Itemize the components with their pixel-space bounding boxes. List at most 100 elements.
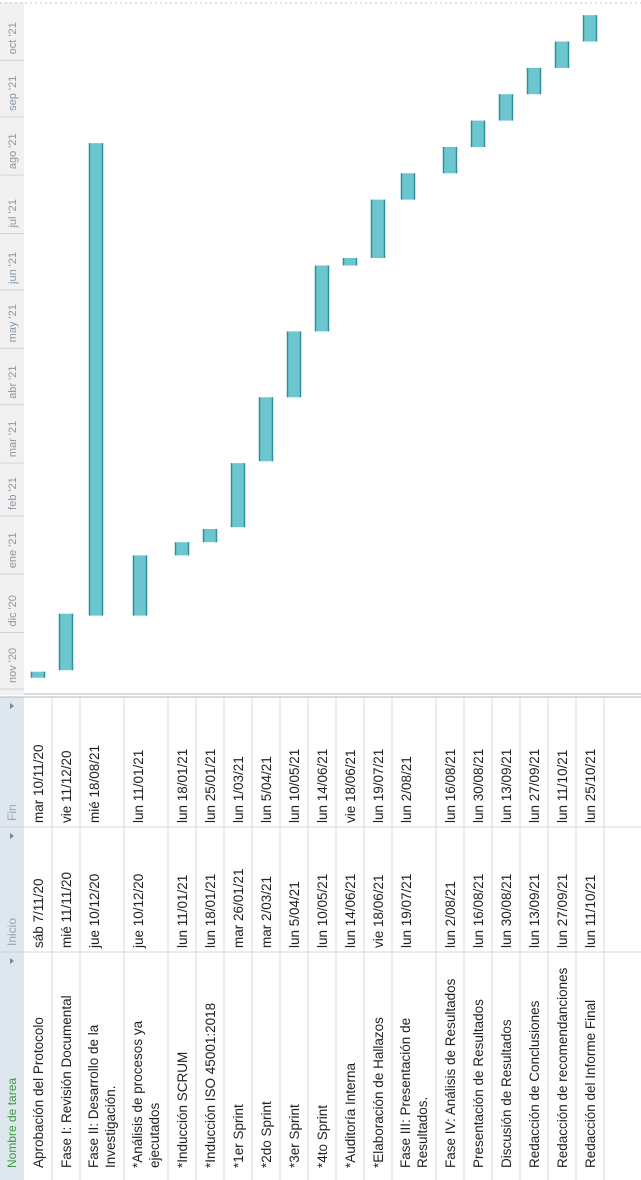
task-end-text: lun 11/10/21 xyxy=(555,750,570,823)
gantt-bar-fill xyxy=(203,529,217,543)
task-start-text: mar 26/01/21 xyxy=(231,868,246,948)
task-name-text: *4to Sprint xyxy=(315,1105,330,1168)
gantt-bar[interactable] xyxy=(286,331,302,398)
task-name-text: *Elaboración de Hallazos xyxy=(371,1017,386,1168)
gantt-bar[interactable] xyxy=(258,397,274,462)
task-name-text: Presentación de Resultados xyxy=(471,999,486,1168)
table-row[interactable]: *2do Sprint mar 2/03/21 lun 5/04/21 xyxy=(259,697,281,1180)
gantt-bar-fill xyxy=(401,173,415,200)
gantt-bar-fill xyxy=(499,94,513,121)
table-row[interactable]: *Inducción ISO 45001:2018 lun 18/01/21 lun… xyxy=(203,697,225,1180)
task-name-text: Fase II: Desarrollo de la xyxy=(86,1024,101,1168)
task-end-text: lun 2/08/21 xyxy=(399,756,414,823)
filter-dropdown-icon[interactable] xyxy=(10,703,14,709)
table-row[interactable]: *Elaboración de Hallazos vie 18/06/21 lun … xyxy=(371,697,393,1180)
gantt-bar-fill xyxy=(555,41,569,68)
task-end-text: mar 10/11/20 xyxy=(31,744,46,823)
gantt-bar-fill xyxy=(443,146,457,174)
task-start-text: lun 27/09/21 xyxy=(555,874,570,948)
table-row[interactable]: Redacción de Conclusiones lun 13/09/21 lun… xyxy=(527,697,549,1180)
task-name-text: *1er Sprint xyxy=(231,1104,246,1168)
table-row[interactable]: Fase IV: Análisis de Resultados lun 2/08/… xyxy=(443,697,465,1180)
gantt-bar[interactable] xyxy=(314,265,330,332)
task-end-text: lun 18/01/21 xyxy=(175,749,190,823)
task-name-text: Discusión de Resultados xyxy=(499,1019,514,1168)
gantt-bar-fill xyxy=(287,331,301,398)
table-row[interactable]: *1er Sprint mar 26/01/21 lun 1/03/21 xyxy=(231,697,253,1180)
table-row[interactable]: *3er Sprint lun 5/04/21 lun 10/05/21 xyxy=(287,697,309,1180)
task-start-text: lun 2/08/21 xyxy=(443,881,458,948)
table-row[interactable]: *Análisis de procesos ya ejecutados jue 10… xyxy=(130,697,169,1180)
gantt-bar[interactable] xyxy=(58,613,74,671)
table-row[interactable]: *Inducción SCRUM lun 11/01/21 lun 18/01/21 xyxy=(175,697,197,1180)
timescale-tick-label: dic '20 xyxy=(7,595,19,626)
gantt-bar-fill xyxy=(471,120,485,147)
task-name-text: ejecutados xyxy=(147,1102,162,1168)
gantt-bar[interactable] xyxy=(230,463,246,528)
task-name-text: *2do Sprint xyxy=(259,1101,274,1168)
timescale-tick-label: abr '21 xyxy=(7,365,19,398)
gantt-bar[interactable] xyxy=(174,542,190,556)
task-name-text: Redacción de Conclusiones xyxy=(527,1000,542,1168)
task-end-text: lun 14/06/21 xyxy=(315,749,330,823)
task-start-text: lun 16/08/21 xyxy=(471,874,486,948)
gantt-bar[interactable] xyxy=(342,257,358,266)
gantt-bar[interactable] xyxy=(442,146,458,174)
header-end: Fin xyxy=(5,804,19,821)
timescale-tick-label: ago '21 xyxy=(7,133,19,169)
table-row[interactable]: Fase II: Desarrollo de la Investigación. j… xyxy=(86,697,125,1180)
table-row[interactable]: Redacción de recomendanciones lun 27/09/2… xyxy=(555,697,577,1180)
header-start: Inicio xyxy=(5,918,19,946)
table-row[interactable]: Fase I: Revisión Documental mié 11/11/20 v… xyxy=(59,697,81,1180)
task-end-text: lun 1/03/21 xyxy=(231,756,246,823)
filter-dropdown-icon[interactable] xyxy=(10,958,14,964)
task-end-text: lun 27/09/21 xyxy=(527,749,542,823)
gantt-bar[interactable] xyxy=(498,94,514,121)
gantt-bar[interactable] xyxy=(470,120,486,147)
gantt-bar[interactable] xyxy=(88,143,104,616)
gantt-bar[interactable] xyxy=(30,671,46,678)
filter-dropdown-icon[interactable] xyxy=(10,833,14,839)
gantt-bar[interactable] xyxy=(202,529,218,543)
table-row[interactable]: Fase III: Presentación de Resultados. lun … xyxy=(398,697,437,1180)
task-table: Nombre de tarea Inicio Fin Aprobación del P… xyxy=(0,693,641,1180)
timescale-tick-label: oct '21 xyxy=(7,22,19,54)
gantt-bar[interactable] xyxy=(370,199,386,258)
gantt-bar-fill xyxy=(259,397,273,462)
task-start-text: lun 10/05/21 xyxy=(315,874,330,948)
timescale-tick-label: feb '21 xyxy=(7,477,19,510)
task-name-text: *Inducción ISO 45001:2018 xyxy=(203,1003,218,1168)
task-name-text: *Auditoría Interna xyxy=(343,1062,358,1168)
gantt-bar[interactable] xyxy=(554,41,570,68)
task-start-text: vie 18/06/21 xyxy=(371,874,386,948)
task-start-text: mar 2/03/21 xyxy=(259,876,274,948)
table-row[interactable]: *Auditoría Interna lun 14/06/21 vie 18/06/… xyxy=(343,697,365,1180)
task-start-text: lun 19/07/21 xyxy=(399,874,414,948)
task-name-text: Aprobación del Protocolo xyxy=(31,1017,46,1168)
gantt-bar[interactable] xyxy=(400,173,416,200)
table-row[interactable]: Discusión de Resultados lun 30/08/21 lun 1… xyxy=(499,697,521,1180)
task-end-text: lun 16/08/21 xyxy=(443,749,458,823)
timescale-tick-label: jul '21 xyxy=(7,199,19,228)
gantt-bar[interactable] xyxy=(526,67,542,95)
gantt-bar-fill xyxy=(59,613,73,671)
task-end-text: vie 11/12/20 xyxy=(59,750,74,823)
table-row[interactable]: *4to Sprint lun 10/05/21 lun 14/06/21 xyxy=(315,697,337,1180)
timescale-tick-label: may '21 xyxy=(7,304,19,342)
table-row[interactable]: Redacción del Informe Final lun 11/10/21 l… xyxy=(583,697,605,1180)
table-row[interactable]: Aprobación del Protocolo sáb 7/11/20 mar 1… xyxy=(31,697,53,1180)
task-start-text: lun 11/10/21 xyxy=(583,875,598,948)
table-row[interactable]: Presentación de Resultados lun 16/08/21 lu… xyxy=(471,697,493,1180)
task-name-text: *Inducción SCRUM xyxy=(175,1052,190,1168)
timescale-tick-label: mar '21 xyxy=(7,421,19,457)
task-end-text: lun 25/10/21 xyxy=(583,749,598,823)
gantt-bar[interactable] xyxy=(582,15,598,42)
timescale-tick-label: ene '21 xyxy=(7,532,19,568)
task-end-text: mié 18/08/21 xyxy=(87,745,102,823)
gantt-bar-fill xyxy=(231,463,245,528)
gantt-bar[interactable] xyxy=(132,555,148,616)
task-start-text: lun 30/08/21 xyxy=(499,874,514,948)
